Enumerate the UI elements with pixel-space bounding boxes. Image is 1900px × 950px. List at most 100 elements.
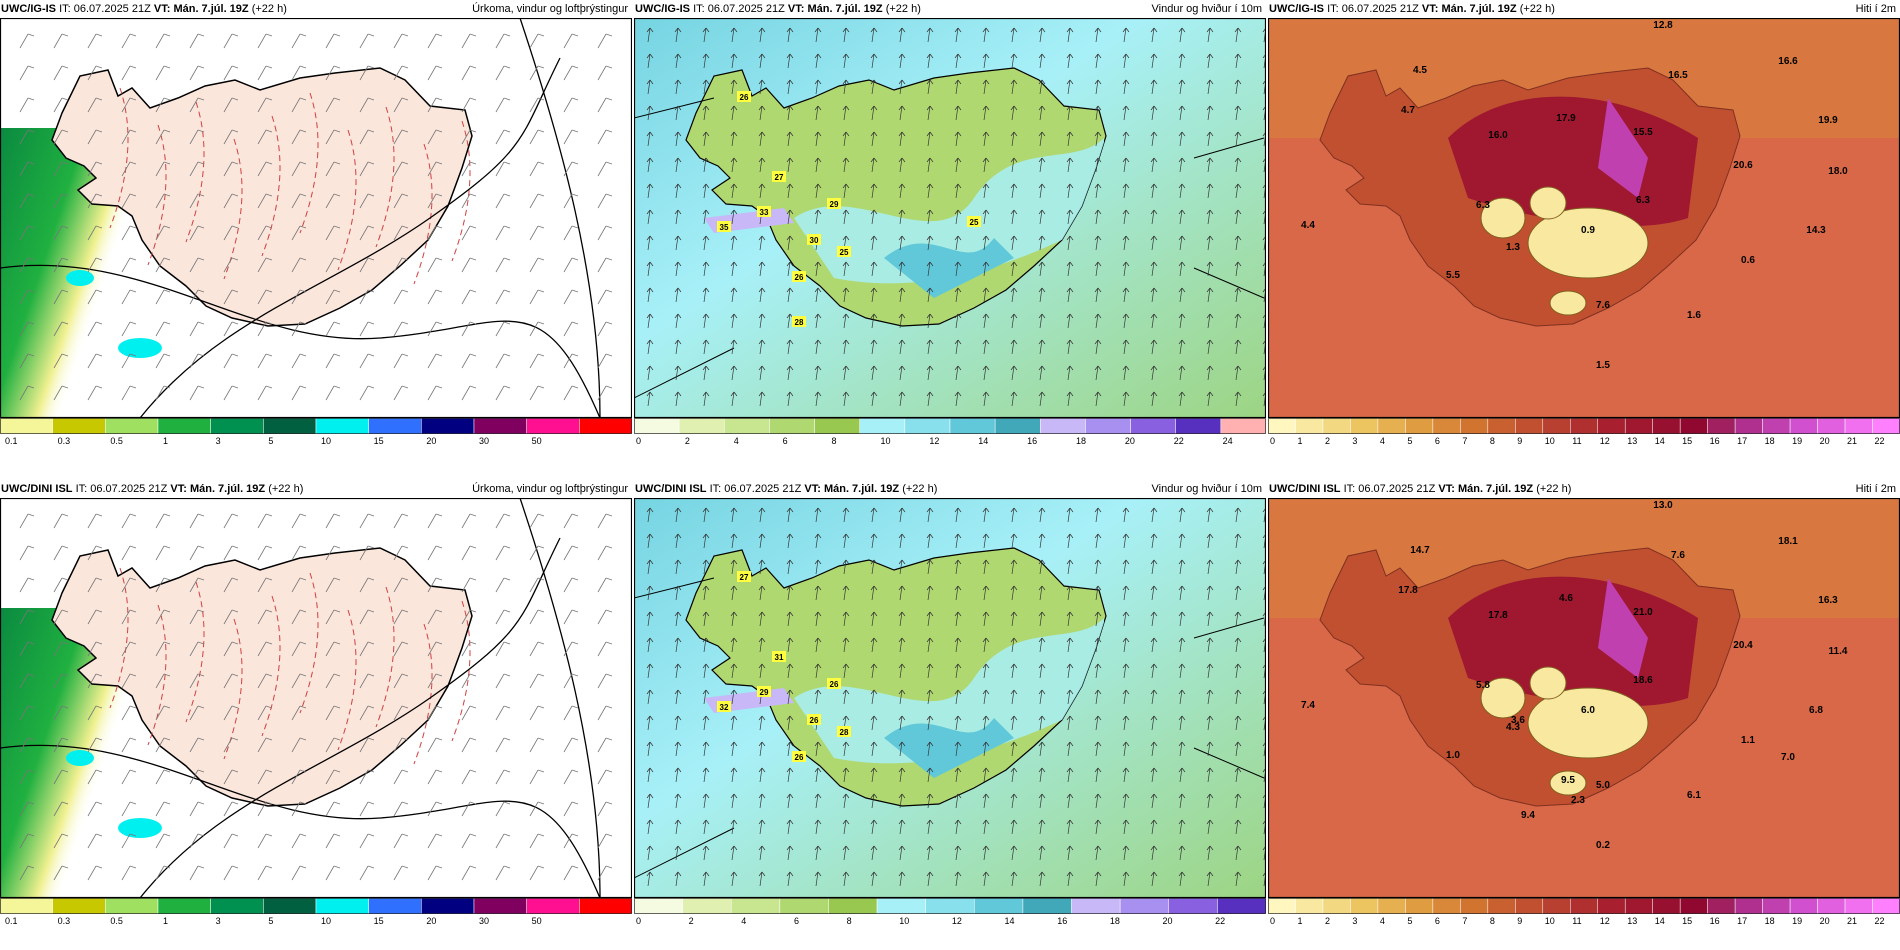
wind-barb [155, 577, 171, 593]
wind-speed-area [794, 618, 1104, 764]
colorbar-segment [1762, 418, 1791, 435]
wind-barb [325, 129, 341, 145]
wind-arrow [954, 585, 962, 601]
wind-arrow [674, 819, 682, 835]
wind-barb [53, 33, 69, 49]
wind-barb [427, 193, 443, 209]
wind-arrow [646, 131, 654, 147]
wind-arrow [1122, 715, 1130, 731]
wind-barb [529, 65, 545, 81]
wind-barb [597, 545, 613, 561]
wind-barb [223, 705, 239, 721]
wind-barb [223, 801, 239, 817]
wind-barb [563, 257, 579, 273]
wind-arrow [1178, 365, 1186, 381]
gust-value-label: 27 [740, 573, 749, 582]
temperature-contour [299, 572, 319, 714]
wind-arrow [1010, 261, 1018, 277]
wind-barb [563, 353, 579, 369]
wind-arrow [1150, 793, 1158, 809]
wind-arrow [646, 533, 654, 549]
init-time: 06.07.2025 21Z [1358, 483, 1436, 495]
wind-barb [189, 641, 205, 657]
wind-arrow [842, 533, 850, 549]
wind-arrow [1206, 585, 1214, 601]
wind-arrow [814, 559, 822, 575]
colorbar-segment [1597, 418, 1626, 435]
temperature-contour [261, 595, 281, 737]
wind-barb [223, 545, 239, 561]
wind-barb [223, 865, 239, 881]
colorbar-tick-label: 2 [1325, 916, 1330, 926]
wind-barb [325, 609, 341, 625]
wind-arrow [702, 183, 710, 199]
map-area: 12.8 4.5 16.5 16.6 4.7 17.9 16.0 15.5 20.6 19.9 18… [1268, 18, 1900, 418]
wind-arrow [1094, 27, 1102, 43]
wind-arrow [1206, 79, 1214, 95]
wind-barb [189, 353, 205, 369]
colorbar-segment [157, 898, 211, 915]
wind-arrow [842, 79, 850, 95]
wind-barb [393, 33, 409, 49]
wind-barb [529, 737, 545, 753]
colorbar: 0 2 4 6 8 10 12 14 16 18 20 22 24 [634, 418, 1266, 448]
wind-arrow [1150, 767, 1158, 783]
wind-barb [529, 33, 545, 49]
wind-barb [529, 289, 545, 305]
colorbar-tick-label: 17 [1737, 436, 1747, 446]
wind-arrow [1038, 183, 1046, 199]
colorbar-segment [1295, 898, 1324, 915]
temperature-contour [337, 609, 357, 751]
wind-barb [223, 513, 239, 529]
wind-arrow [982, 235, 990, 251]
wind-arrow [758, 585, 766, 601]
wind-barb [223, 65, 239, 81]
wind-arrow [842, 507, 850, 523]
wind-arrow [1234, 391, 1242, 407]
wind-barb [87, 193, 103, 209]
wind-arrow [982, 157, 990, 173]
wind-barb [325, 865, 341, 881]
wind-barb [427, 97, 443, 113]
wind-barb [325, 257, 341, 273]
wind-barb [87, 161, 103, 177]
wind-arrow [674, 871, 682, 887]
wind-arrow [1066, 715, 1074, 731]
colorbar-segment [368, 418, 422, 435]
glacier-area [1529, 666, 1567, 700]
wind-arrow [982, 559, 990, 575]
colorbar-segment [526, 898, 580, 915]
wind-barb [19, 353, 35, 369]
colorbar-segment [1268, 418, 1296, 435]
wind-barb [189, 801, 205, 817]
wind-arrow [982, 79, 990, 95]
wind-arrow [1038, 287, 1046, 303]
wind-arrow [646, 391, 654, 407]
wind-barb [87, 577, 103, 593]
colorbar-segment [1515, 418, 1544, 435]
wind-barb [325, 769, 341, 785]
wind-arrow [898, 391, 906, 407]
panel-header: UWC/IG-IS IT: 06.07.2025 21Z VT: Mán. 7.… [1268, 0, 1900, 18]
wind-arrow [814, 261, 822, 277]
wind-arrow [926, 391, 934, 407]
temperature-value-label: 18.1 [1778, 536, 1798, 547]
wind-arrow [758, 131, 766, 147]
wind-arrow [1206, 793, 1214, 809]
wind-arrow [730, 313, 738, 329]
colorbar-segment [421, 418, 475, 435]
wind-barb [393, 673, 409, 689]
wind-barb [53, 577, 69, 593]
wind-barb [427, 385, 443, 401]
panel-header: UWC/IG-IS IT: 06.07.2025 21Z VT: Mán. 7.… [0, 0, 632, 18]
wind-arrow [1010, 313, 1018, 329]
wind-barb [427, 289, 443, 305]
temperature-value-label: 17.8 [1398, 585, 1418, 596]
temperature-value-label: 16.3 [1818, 595, 1838, 606]
wind-barb [155, 609, 171, 625]
colorbar-tick-label: 20 [1125, 436, 1135, 446]
wind-speed-area [794, 138, 1104, 284]
gust-value-label: 27 [775, 173, 784, 182]
wind-arrow [1122, 637, 1130, 653]
wind-arrow [646, 79, 654, 95]
